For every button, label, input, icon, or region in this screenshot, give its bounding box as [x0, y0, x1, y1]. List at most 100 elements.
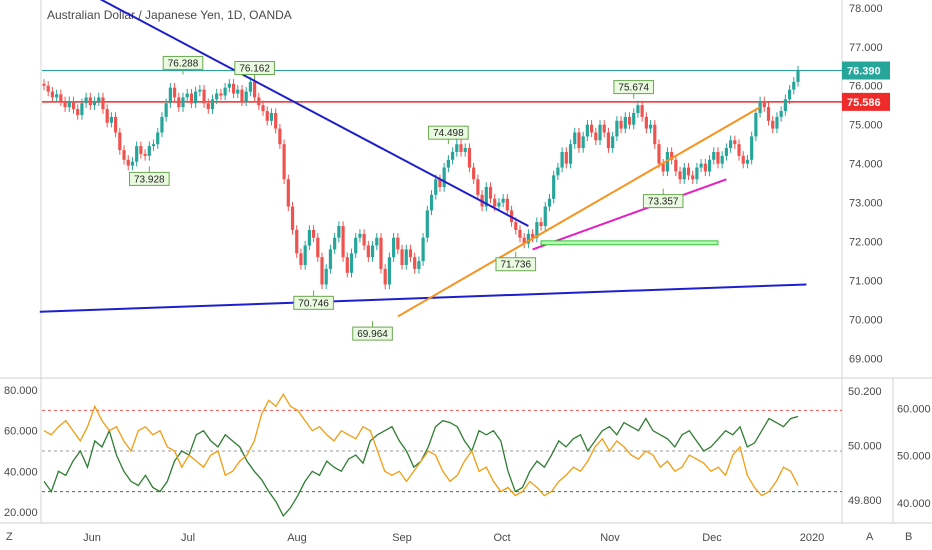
candle-body [484, 187, 488, 207]
bottom-right-badge-a[interactable]: A [866, 531, 874, 543]
candle-body [531, 233, 535, 238]
candle-body [682, 167, 686, 180]
candle-body [442, 167, 446, 188]
candle-body [653, 124, 657, 145]
candle-body [501, 198, 505, 203]
candle-body [198, 89, 202, 92]
candle-body [712, 151, 716, 160]
candle-body [648, 124, 653, 129]
osc-left-axis-tick: 40.000 [4, 466, 38, 478]
candle-body [657, 144, 661, 164]
candle-body [71, 101, 76, 110]
price-pane[interactable]: 78.000 77.000 76.000 75.000 74.000 73.000 72.0… [39, 0, 890, 366]
time-axis-tick: Oct [493, 532, 510, 544]
candle-body [295, 229, 299, 254]
candle-body [754, 113, 758, 137]
candle-body [379, 237, 383, 269]
candle-body [408, 249, 413, 258]
pivot-label: 71.736 [500, 260, 531, 271]
candle-body [328, 249, 333, 269]
candle-body [615, 120, 619, 137]
candle-body [383, 268, 387, 285]
candle-body [345, 257, 349, 273]
candle-body [324, 268, 328, 285]
candle-body [76, 109, 80, 115]
time-axis-tick: Sep [392, 532, 412, 544]
candle-body [619, 120, 623, 129]
candle-body [425, 210, 429, 238]
candle-body [210, 99, 215, 110]
candle-body [282, 144, 286, 180]
time-axis-tick: Aug [287, 532, 307, 544]
candle-body [644, 116, 648, 129]
bottom-right-badge-b[interactable]: B [905, 531, 912, 543]
candle-body [299, 253, 303, 265]
candle-body [370, 245, 375, 258]
price-axis-tick: 75.000 [849, 120, 883, 132]
candle-body [164, 103, 168, 117]
candle-body [375, 237, 379, 246]
oscillator-line-green [43, 415, 799, 518]
candle-body [564, 151, 568, 164]
time-axis[interactable]: Jun Jul Aug Sep Oct Nov Dec 2020 [83, 532, 824, 544]
candle-body [219, 93, 223, 96]
candle-body [707, 159, 712, 172]
candle-body [543, 206, 547, 227]
osc-right-axis-tick: 40.000 [897, 498, 931, 510]
candle-body [547, 198, 552, 207]
time-axis-tick: Dec [702, 532, 722, 544]
down-trendline [99, 0, 529, 227]
candle-body [720, 155, 724, 164]
candle-body [168, 87, 172, 104]
price-tag-text: 76.390 [847, 66, 881, 78]
candle-body [691, 175, 695, 180]
pivot-label: 76.162 [239, 63, 270, 74]
candle-body [670, 151, 674, 160]
candle-body [172, 87, 177, 98]
price-axis-tick: 71.000 [849, 276, 883, 288]
price-axis-tick: 74.000 [849, 159, 883, 171]
price-axis-tick: 72.000 [849, 237, 883, 249]
candle-body [535, 222, 539, 238]
candle-body [396, 237, 400, 250]
candle-body [392, 237, 396, 258]
pivot-label: 76.288 [168, 58, 199, 69]
candle-body [227, 83, 231, 88]
candle-body [421, 237, 425, 262]
candle-body [46, 85, 50, 92]
candle-body [404, 249, 408, 265]
bottom-left-badge[interactable]: Z [6, 531, 13, 543]
candle-body [231, 83, 236, 94]
candle-body [42, 83, 46, 86]
pivot-label-box [613, 80, 655, 95]
candle-body [274, 113, 278, 129]
candle-body [745, 159, 750, 164]
candle-body [311, 229, 316, 238]
candle-body [400, 249, 404, 265]
oscillator-pane[interactable]: 80.000 60.000 40.000 20.000 50.200 50.000 49.8… [4, 385, 931, 519]
candle-body [695, 167, 699, 180]
candle-body [552, 175, 556, 199]
osc-right-axis-tick: 50.000 [897, 451, 931, 463]
candle-body [488, 187, 493, 199]
candle-body [143, 153, 147, 156]
candle-body [114, 116, 118, 133]
time-axis-tick: Jul [181, 532, 195, 544]
pivot-label-box [428, 125, 469, 140]
candle-body [177, 97, 181, 108]
candle-body [729, 140, 733, 149]
osc-mid-axis-tick: 50.200 [848, 386, 882, 398]
support-zone [540, 240, 719, 246]
candle-body [556, 167, 560, 176]
candle-body [606, 132, 611, 149]
rising-trendline [532, 178, 727, 251]
candle-body [783, 99, 787, 112]
candle-body [514, 222, 518, 230]
candle-body [417, 261, 421, 269]
candle-body [253, 81, 257, 98]
candle-body [560, 151, 564, 168]
candle-body [67, 101, 71, 108]
time-axis-tick: Nov [600, 532, 620, 544]
candle-body [320, 257, 324, 285]
pivot-label-box [162, 55, 204, 70]
